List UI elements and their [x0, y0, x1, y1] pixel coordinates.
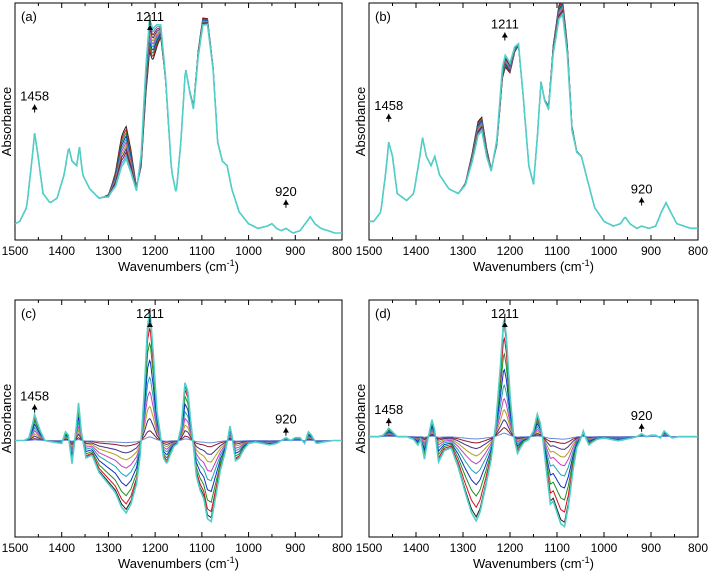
x-tick-label: 1300: [95, 244, 122, 258]
annotation-arrowhead: [31, 104, 38, 110]
x-tick-label: 900: [641, 541, 661, 555]
spectrum-line-4: [15, 20, 342, 234]
x-tick-label: 1500: [2, 244, 29, 258]
x-tick-label: 1100: [544, 541, 570, 555]
spectrum-line-0: [15, 17, 342, 234]
x-tick-label: 1500: [2, 541, 29, 555]
spectrum-line-5: [15, 391, 342, 473]
plot-frame: [14, 2, 343, 241]
annotation-label: 1458: [20, 89, 49, 104]
x-axis-title: Wavenumbers (cm-1): [118, 258, 239, 274]
x-tick-label: 800: [688, 541, 708, 555]
x-tick-label: 1200: [142, 244, 169, 258]
x-tick-label: 800: [332, 541, 352, 555]
x-tick-label: 1000: [591, 541, 618, 555]
x-tick-label: 800: [332, 244, 352, 258]
x-tick-label: 1100: [544, 244, 570, 258]
x-axis-title: Wavenumbers (cm-1): [473, 555, 594, 571]
x-axis-title: Wavenumbers (cm-1): [118, 555, 239, 571]
spectrum-line-10: [15, 19, 342, 234]
panel-label: (d): [375, 306, 391, 321]
x-tick-label: 900: [641, 244, 661, 258]
series-group: [369, 3, 698, 230]
x-tick-label: 1300: [95, 541, 122, 555]
x-tick-label: 900: [285, 244, 305, 258]
x-tick-label: 1400: [48, 541, 75, 555]
chart-panel-2: 1500 1400 1300 1200 1100 1000 900 800 Wavenumber…: [0, 299, 352, 571]
y-axis-title: Absorbance: [353, 384, 368, 453]
x-tick-label: 1400: [403, 244, 430, 258]
y-axis-title: Absorbance: [0, 87, 14, 156]
annotation-label: 920: [275, 412, 297, 427]
annotation-arrowhead: [147, 25, 154, 30]
panel-label: (c): [21, 306, 36, 321]
annotation-arrowhead: [31, 404, 38, 410]
chart-panel-3: 1500 1400 1300 1200 1100 1000 900 800 Wavenumber…: [353, 299, 708, 571]
series-group: [369, 319, 698, 529]
annotation-label: 920: [275, 184, 297, 199]
y-axis-title: Absorbance: [353, 87, 368, 156]
annotation-arrowhead: [501, 32, 508, 38]
annotation-arrowhead: [147, 322, 154, 327]
x-tick-label: 900: [285, 541, 305, 555]
x-tick-label: 1400: [48, 244, 75, 258]
chart-panel-0: 1500 1400 1300 1200 1100 1000 900 800 Wavenumber…: [0, 2, 352, 274]
annotation-label: 1211: [491, 17, 519, 32]
spectrum-line-0: [369, 325, 698, 524]
spectrum-line-2: [369, 352, 698, 501]
spectrum-line-2: [15, 19, 342, 234]
annotation-label: 1211: [136, 9, 164, 24]
spectrum-line-10: [369, 319, 698, 529]
spectrum-line-8: [15, 22, 342, 234]
annotation-arrowhead: [282, 427, 289, 433]
x-tick-label: 800: [688, 244, 708, 258]
x-axis-title: Wavenumbers (cm-1): [473, 258, 594, 274]
spectrum-line-9: [15, 22, 342, 234]
annotation-arrowhead: [501, 322, 508, 327]
annotation-arrowhead: [385, 418, 392, 424]
annotation-label: 1211: [136, 306, 164, 321]
annotation-arrowhead: [282, 199, 289, 205]
x-tick-label: 1500: [356, 541, 383, 555]
panel-label: (b): [375, 9, 391, 24]
spectrum-line-10: [369, 12, 698, 230]
chart-panel-1: 1500 1400 1300 1200 1100 1000 900 800 Wavenumber…: [353, 2, 708, 274]
annotation-label: 1458: [20, 389, 49, 404]
x-tick-label: 1000: [235, 244, 262, 258]
x-tick-label: 1200: [497, 541, 524, 555]
x-tick-label: 1500: [356, 244, 383, 258]
annotation-label: 1211: [491, 306, 519, 321]
x-tick-label: 1200: [142, 541, 169, 555]
x-tick-label: 1000: [591, 244, 618, 258]
x-tick-label: 1400: [403, 541, 430, 555]
annotation-label: 920: [631, 181, 653, 196]
x-tick-label: 1200: [497, 244, 524, 258]
x-tick-label: 1100: [189, 541, 215, 555]
annotation-label: 1458: [374, 402, 403, 417]
spectrum-line-1: [15, 18, 342, 234]
annotation-arrowhead: [638, 423, 645, 429]
spectrum-line-9: [369, 432, 698, 440]
spectrum-line-1: [369, 336, 698, 513]
spectrum-line-7: [15, 22, 342, 234]
annotation-label: 920: [631, 408, 653, 423]
spectrum-line-3: [15, 19, 342, 234]
series-group: [15, 312, 342, 524]
spectrum-line-5: [15, 21, 342, 234]
annotation-arrowhead: [385, 113, 392, 119]
series-group: [15, 17, 342, 234]
x-tick-label: 1300: [450, 244, 477, 258]
x-tick-label: 1300: [450, 541, 477, 555]
spectrum-line-6: [15, 21, 342, 234]
x-tick-label: 1000: [235, 541, 262, 555]
annotation-label: 1458: [374, 98, 403, 113]
annotation-arrowhead: [638, 197, 645, 203]
x-tick-label: 1100: [189, 244, 215, 258]
spectrum-line-4: [15, 376, 342, 482]
y-axis-title: Absorbance: [0, 384, 14, 453]
panel-label: (a): [21, 9, 37, 24]
plot-frame: [368, 2, 699, 241]
spectrum-line-10: [15, 312, 342, 524]
